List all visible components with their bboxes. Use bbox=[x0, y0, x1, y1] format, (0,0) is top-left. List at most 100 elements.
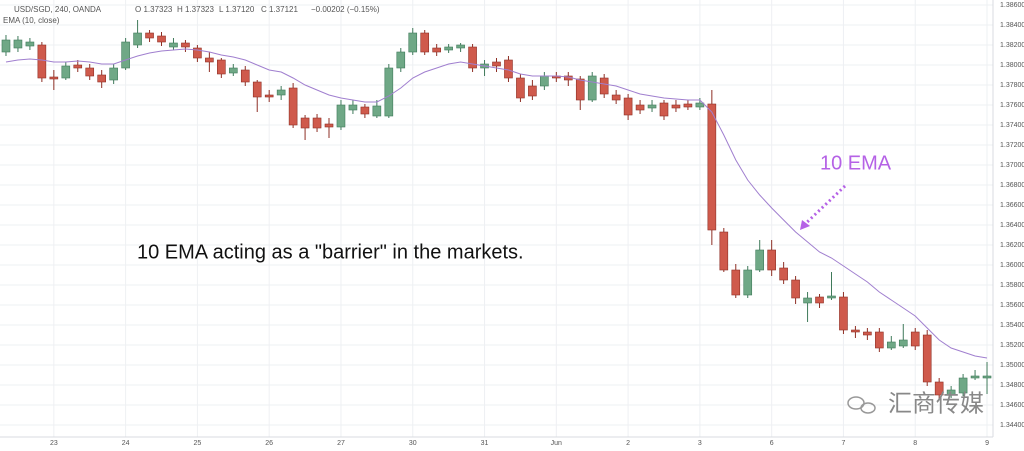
candle-body bbox=[683, 103, 693, 108]
candle-body bbox=[288, 87, 298, 126]
candle-body bbox=[504, 59, 513, 79]
ema-line bbox=[5, 48, 988, 359]
candle-body bbox=[791, 279, 800, 299]
candle-body bbox=[575, 78, 585, 101]
header-values: O 1.37323 H 1.37323 L 1.37120 C 1.37121 −0.0… bbox=[135, 5, 380, 14]
candle-body bbox=[815, 296, 824, 304]
watermark: 汇商传媒 bbox=[888, 390, 984, 417]
y-tick-label: 1.38400 bbox=[1000, 22, 1024, 29]
candle-body bbox=[922, 334, 932, 383]
x-tick-label: 30 bbox=[409, 440, 417, 447]
candle-body bbox=[85, 67, 95, 77]
candle-body bbox=[671, 104, 681, 109]
candle-body bbox=[264, 94, 274, 98]
candle-body bbox=[37, 44, 47, 79]
candle-body bbox=[743, 269, 753, 296]
y-tick-label: 1.35800 bbox=[1000, 282, 1024, 289]
candle-body bbox=[767, 249, 776, 271]
y-tick-label: 1.37000 bbox=[1000, 162, 1024, 169]
watermark-icon bbox=[847, 396, 876, 414]
candle-body bbox=[217, 59, 226, 75]
y-tick-label: 1.37200 bbox=[1000, 142, 1024, 149]
candle-body bbox=[910, 331, 920, 347]
y-tick-label: 1.36200 bbox=[1000, 242, 1024, 249]
candle-body bbox=[444, 46, 453, 51]
y-tick-label: 1.36600 bbox=[1000, 202, 1024, 209]
candle-body bbox=[587, 75, 597, 101]
candle-body bbox=[121, 41, 130, 69]
candle-body bbox=[635, 104, 645, 111]
candle-body bbox=[240, 69, 250, 83]
candle-body bbox=[109, 67, 118, 81]
candle-body bbox=[360, 106, 370, 115]
candle-body bbox=[934, 381, 944, 396]
annotation: 10 EMA acting as a "barrier" in the mark… bbox=[137, 241, 524, 263]
candle-body bbox=[252, 81, 262, 98]
header-value: H 1.37323 bbox=[177, 5, 214, 14]
candle-body bbox=[731, 269, 741, 296]
x-tick-label: Jun bbox=[551, 440, 562, 447]
candle-body bbox=[659, 102, 669, 117]
candle-body bbox=[875, 331, 884, 349]
candle-body bbox=[528, 85, 537, 97]
x-tick-label: 7 bbox=[841, 440, 845, 447]
candle-body bbox=[312, 117, 322, 129]
candle-body bbox=[827, 295, 836, 299]
x-tick-label: 25 bbox=[194, 440, 202, 447]
x-tick-label: 27 bbox=[337, 440, 345, 447]
candle-body bbox=[456, 44, 465, 49]
y-tick-label: 1.38000 bbox=[1000, 62, 1024, 69]
candle-body bbox=[958, 377, 968, 394]
x-tick-label: 23 bbox=[50, 440, 58, 447]
y-tick-label: 1.34600 bbox=[1000, 402, 1024, 409]
x-tick-label: 8 bbox=[913, 440, 917, 447]
candle-body bbox=[492, 61, 501, 67]
header-value: C 1.37121 bbox=[261, 5, 298, 14]
candle-body bbox=[25, 41, 35, 47]
x-tick-label: 3 bbox=[698, 440, 702, 447]
candle-body bbox=[193, 47, 202, 59]
x-tick-label: 31 bbox=[481, 440, 489, 447]
indicator-label: EMA (10, close) bbox=[3, 16, 60, 25]
candle-body bbox=[707, 103, 717, 231]
candle-body bbox=[384, 67, 394, 117]
candle-body bbox=[205, 57, 214, 63]
x-tick-label: 2 bbox=[626, 440, 630, 447]
ema-annotation: 10 EMA bbox=[820, 152, 892, 174]
candle-body bbox=[336, 104, 346, 128]
candle-body bbox=[647, 104, 657, 109]
candle-body bbox=[97, 74, 106, 83]
candle-body bbox=[61, 65, 71, 79]
candle-body bbox=[396, 51, 406, 69]
candle-body bbox=[49, 76, 59, 80]
candle-body bbox=[540, 75, 549, 87]
candle-body bbox=[432, 47, 441, 53]
candle-body bbox=[599, 77, 609, 95]
x-tick-label: 9 bbox=[985, 440, 989, 447]
plot bbox=[1, 20, 992, 400]
y-tick-label: 1.37800 bbox=[1000, 82, 1024, 89]
candle-body bbox=[276, 89, 286, 96]
candle-body bbox=[719, 231, 729, 271]
candle-body bbox=[1, 39, 11, 53]
candle-body bbox=[887, 341, 896, 349]
candle-body bbox=[898, 339, 908, 347]
candle-body bbox=[755, 249, 765, 271]
y-tick-label: 1.34400 bbox=[1000, 422, 1024, 429]
y-tick-label: 1.38200 bbox=[1000, 42, 1024, 49]
y-tick-label: 1.37400 bbox=[1000, 122, 1024, 129]
header-value: O 1.37323 bbox=[135, 5, 173, 14]
x-tick-label: 24 bbox=[122, 440, 130, 447]
candle-body bbox=[181, 42, 190, 48]
candle-body bbox=[408, 32, 418, 53]
y-tick-label: 1.36800 bbox=[1000, 182, 1024, 189]
symbol: USD/SGD, 240, OANDA bbox=[14, 5, 102, 14]
candle-body bbox=[13, 39, 23, 49]
header-value: L 1.37120 bbox=[219, 5, 255, 14]
y-tick-label: 1.35000 bbox=[1000, 362, 1024, 369]
y-tick-label: 1.35400 bbox=[1000, 322, 1024, 329]
candle-body bbox=[516, 77, 525, 99]
x-tick-label: 26 bbox=[265, 440, 273, 447]
candle-body bbox=[300, 117, 310, 129]
